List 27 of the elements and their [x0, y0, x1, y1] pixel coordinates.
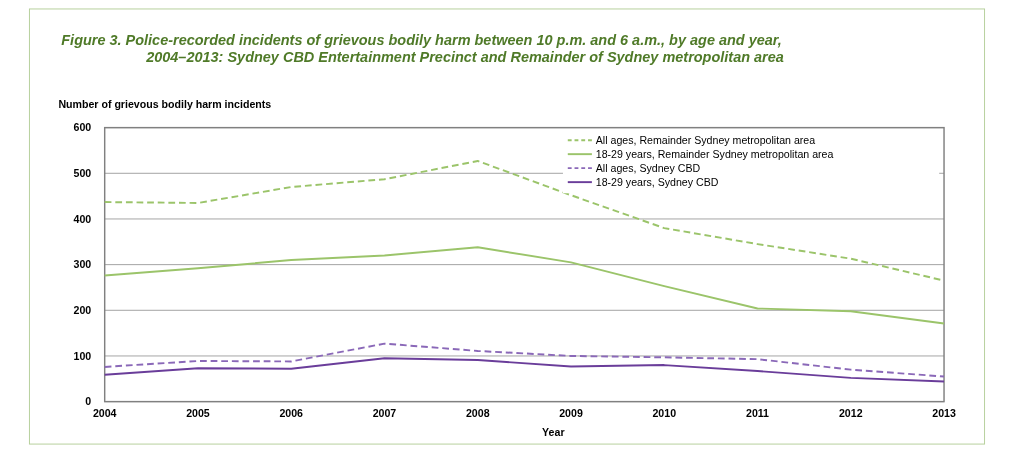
y-tick-label: 500 — [73, 167, 92, 180]
y-tick-label: 100 — [73, 349, 92, 362]
x-tick-label: 2004 — [92, 407, 117, 420]
y-tick-label: 400 — [73, 212, 92, 225]
x-tick-label: 2007 — [372, 407, 397, 420]
x-axis-title: Year — [542, 426, 565, 439]
x-tick-label: 2005 — [186, 407, 210, 420]
line-series — [103, 246, 946, 325]
x-tick-label: 2006 — [279, 407, 304, 420]
legend-label: All ages, Sydney CBD — [595, 161, 701, 174]
y-tick-label: 0 — [85, 395, 92, 408]
line-series — [103, 357, 946, 383]
legend-label: 18-29 years, Remainder Sydney metropolitan area — [595, 147, 834, 160]
x-tick-label: 2009 — [559, 407, 583, 420]
y-tick-label: 600 — [73, 121, 92, 134]
legend-label: All ages, Remainder Sydney metropolitan area — [595, 133, 816, 146]
y-tick-label: 300 — [73, 258, 92, 271]
legend-label: 18-29 years, Sydney CBD — [595, 175, 719, 188]
x-tick-label: 2010 — [652, 407, 677, 420]
y-axis-title: Number of grievous bodily harm incidents — [58, 98, 272, 111]
x-tick-label: 2011 — [746, 407, 770, 420]
y-tick-label: 200 — [73, 304, 92, 317]
chart-title: Figure 3. Police-recorded incidents of grievous bodily harm between 10 p.m. and 6 a.m., by age and year, 2004–2013: Sydney CBD Entertainment Precinct and Remainder of Sydney metropolitan area — [61, 31, 784, 66]
x-tick-label: 2013 — [932, 407, 956, 420]
line-series — [103, 342, 946, 378]
x-tick-label: 2008 — [465, 407, 490, 420]
x-tick-label: 2012 — [838, 407, 863, 420]
